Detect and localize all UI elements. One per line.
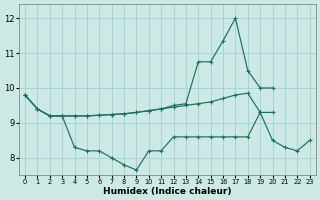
X-axis label: Humidex (Indice chaleur): Humidex (Indice chaleur) — [103, 187, 232, 196]
